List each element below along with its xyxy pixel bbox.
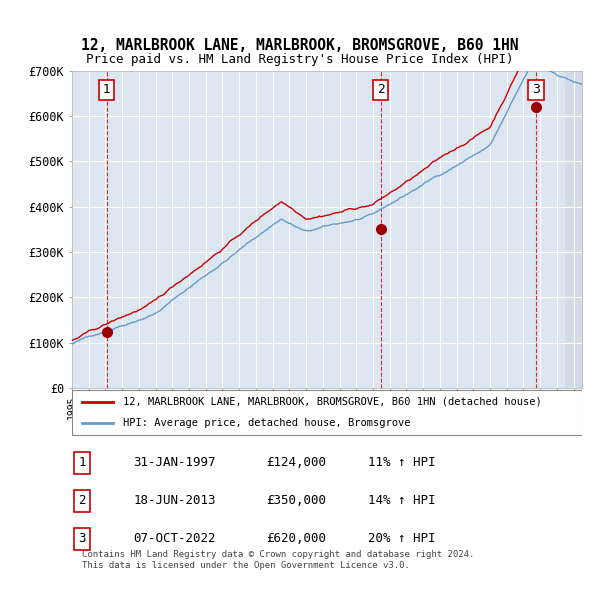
Text: 14% ↑ HPI: 14% ↑ HPI [368,494,435,507]
Text: 12, MARLBROOK LANE, MARLBROOK, BROMSGROVE, B60 1HN (detached house): 12, MARLBROOK LANE, MARLBROOK, BROMSGROV… [123,396,542,407]
Text: £124,000: £124,000 [266,456,326,469]
Text: 3: 3 [532,84,540,97]
Text: HPI: Average price, detached house, Bromsgrove: HPI: Average price, detached house, Brom… [123,418,410,428]
Text: 1: 1 [103,84,111,97]
Text: 18-JUN-2013: 18-JUN-2013 [133,494,216,507]
Text: Price paid vs. HM Land Registry's House Price Index (HPI): Price paid vs. HM Land Registry's House … [86,53,514,66]
Text: 12, MARLBROOK LANE, MARLBROOK, BROMSGROVE, B60 1HN: 12, MARLBROOK LANE, MARLBROOK, BROMSGROV… [81,38,519,53]
Text: 31-JAN-1997: 31-JAN-1997 [133,456,216,469]
FancyBboxPatch shape [72,390,582,435]
Text: 3: 3 [79,532,86,545]
Text: £350,000: £350,000 [266,494,326,507]
Text: £620,000: £620,000 [266,532,326,545]
Polygon shape [565,71,582,388]
Text: 07-OCT-2022: 07-OCT-2022 [133,532,216,545]
Text: 11% ↑ HPI: 11% ↑ HPI [368,456,435,469]
Text: Contains HM Land Registry data © Crown copyright and database right 2024.
This d: Contains HM Land Registry data © Crown c… [82,550,475,570]
Text: 1: 1 [79,456,86,469]
Text: 2: 2 [79,494,86,507]
Text: 20% ↑ HPI: 20% ↑ HPI [368,532,435,545]
Text: 2: 2 [377,84,385,97]
